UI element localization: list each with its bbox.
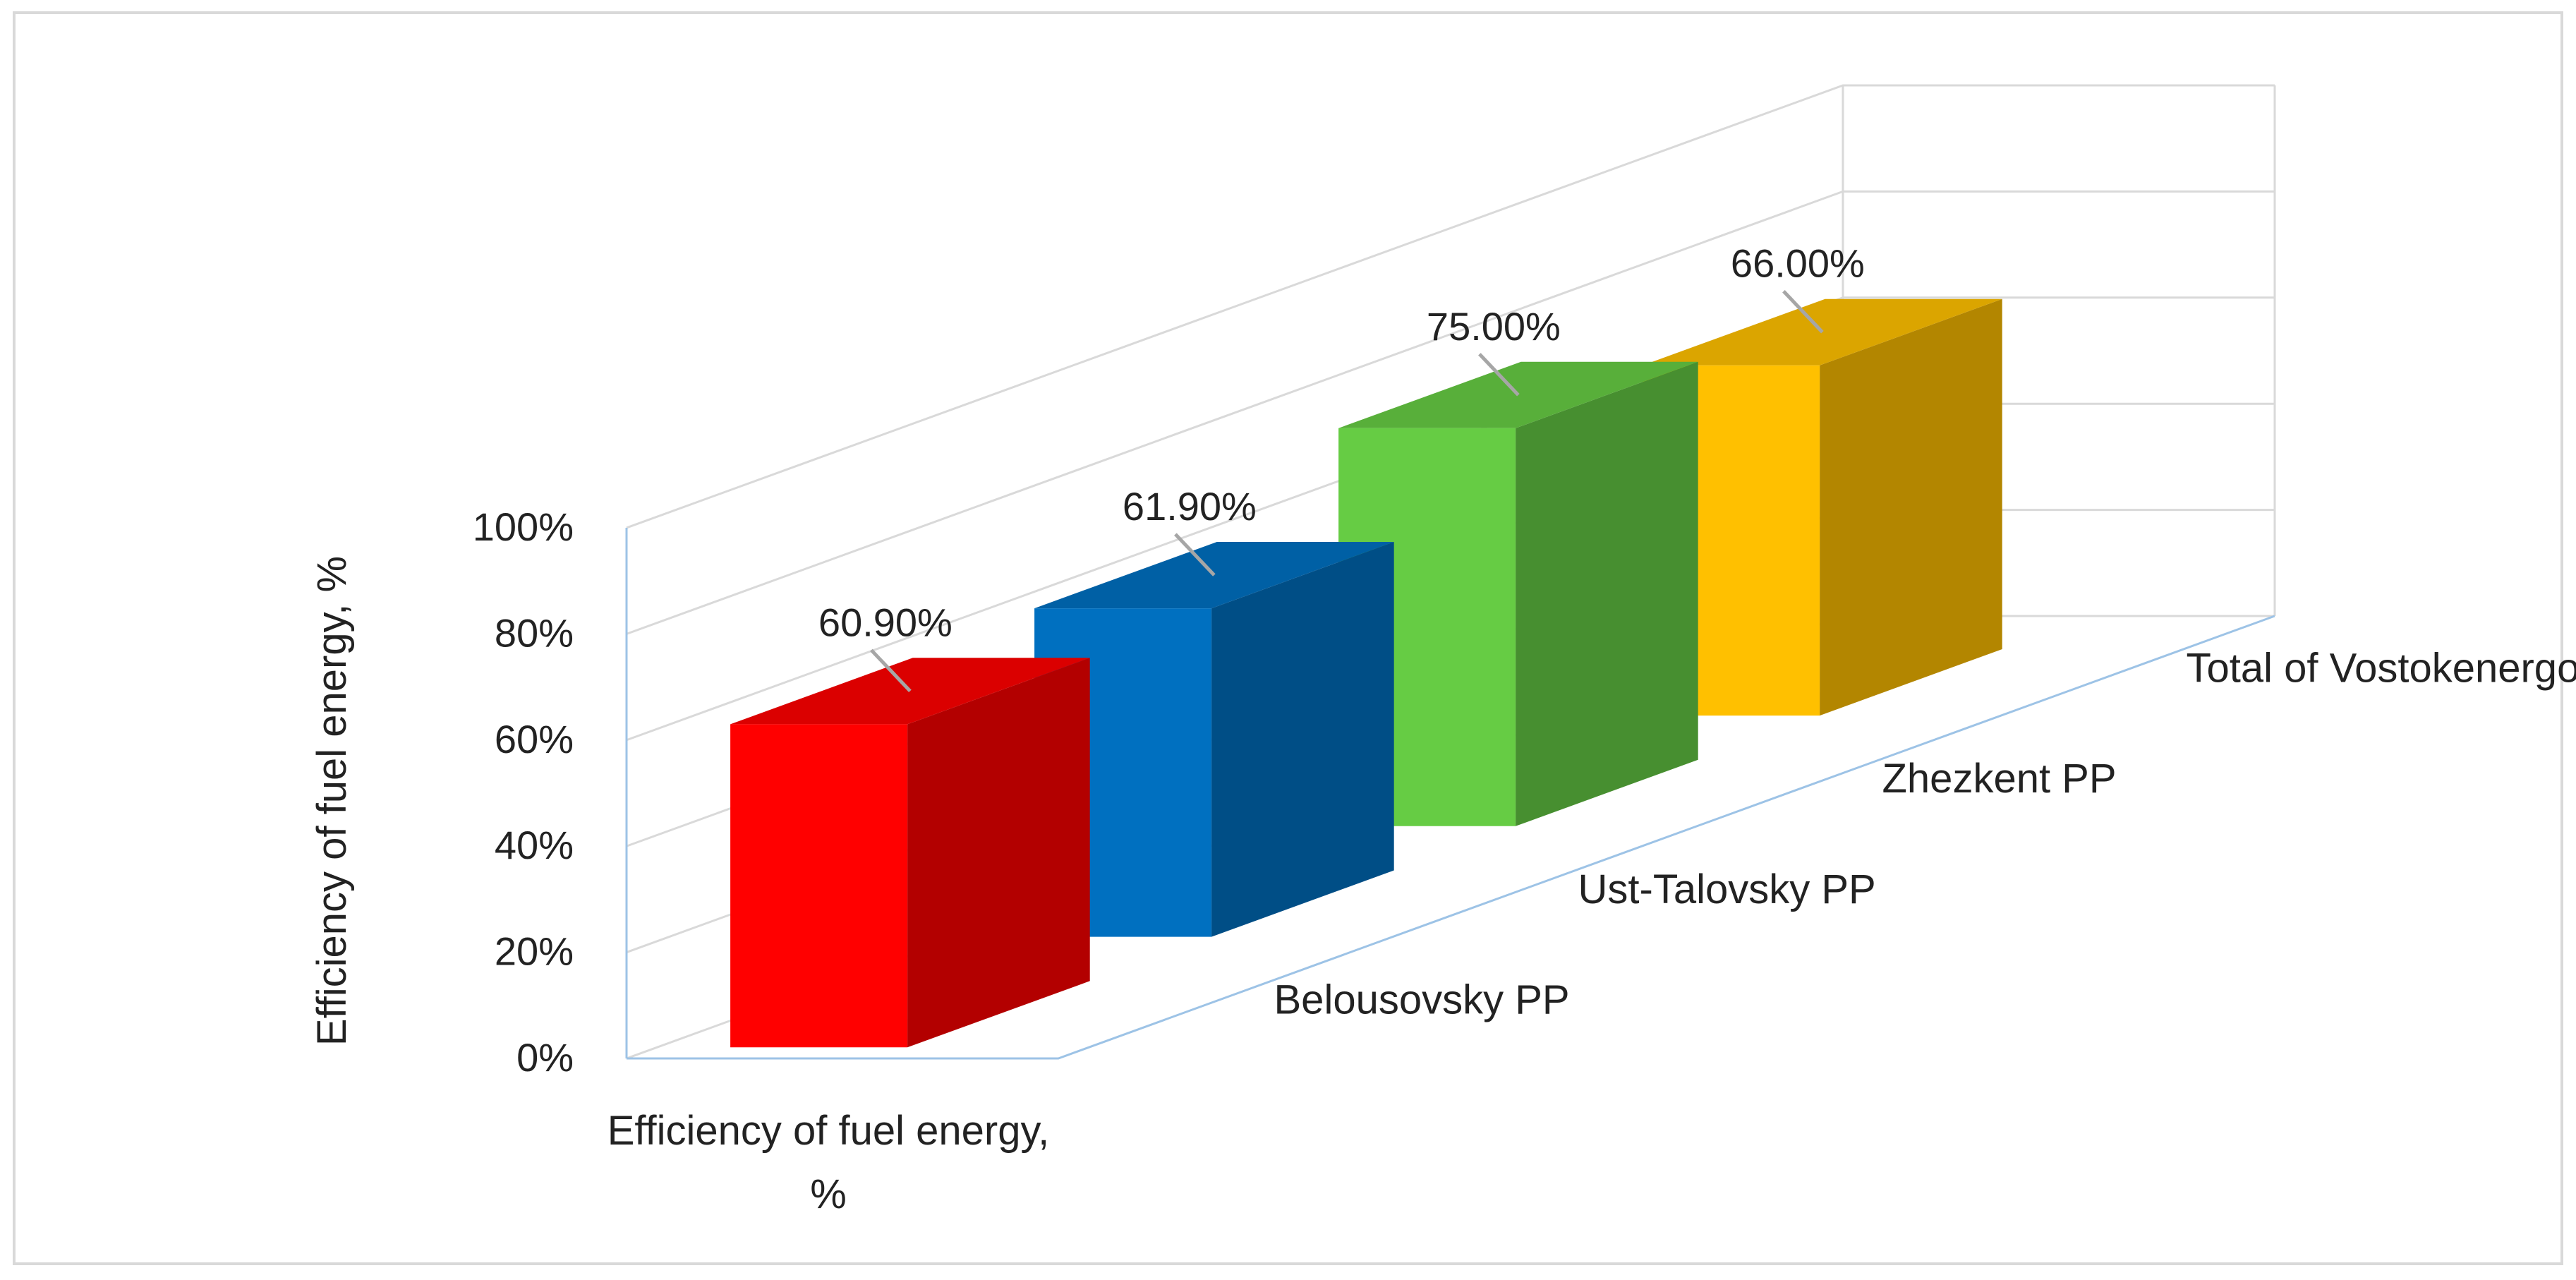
series-axis-label: Ust-Talovsky PP	[1578, 867, 1876, 912]
y-tick-label: 100%	[473, 505, 574, 549]
category-axis-title-line1: Efficiency of fuel energy,	[607, 1108, 1050, 1154]
bar-side	[1820, 299, 2002, 716]
bar-front	[730, 724, 907, 1047]
bar-side	[1516, 362, 1698, 826]
bar-belousovsky-pp	[730, 650, 1090, 1047]
bar-side	[907, 658, 1090, 1047]
y-tick-label: 60%	[495, 717, 574, 761]
y-tick-label: 80%	[495, 610, 574, 655]
data-label: 61.90%	[1123, 484, 1257, 529]
series-axis-label: Zhezkent PP	[1882, 756, 2117, 802]
data-label: 66.00%	[1731, 241, 1865, 286]
data-label: 75.00%	[1427, 304, 1561, 349]
bar-side	[1211, 542, 1394, 937]
series-axis-label: Belousovsky PP	[1274, 977, 1570, 1023]
series-axis-label: Total of Vostokenergo LLP	[2187, 645, 2576, 691]
y-tick-label: 40%	[495, 823, 574, 867]
category-axis-title-line2: %	[810, 1171, 847, 1217]
y-tick-label: 20%	[495, 929, 574, 974]
y-axis-title: Efficiency of fuel energy, %	[309, 556, 355, 1046]
data-label: 60.90%	[818, 600, 953, 644]
y-tick-label: 0%	[516, 1035, 574, 1080]
